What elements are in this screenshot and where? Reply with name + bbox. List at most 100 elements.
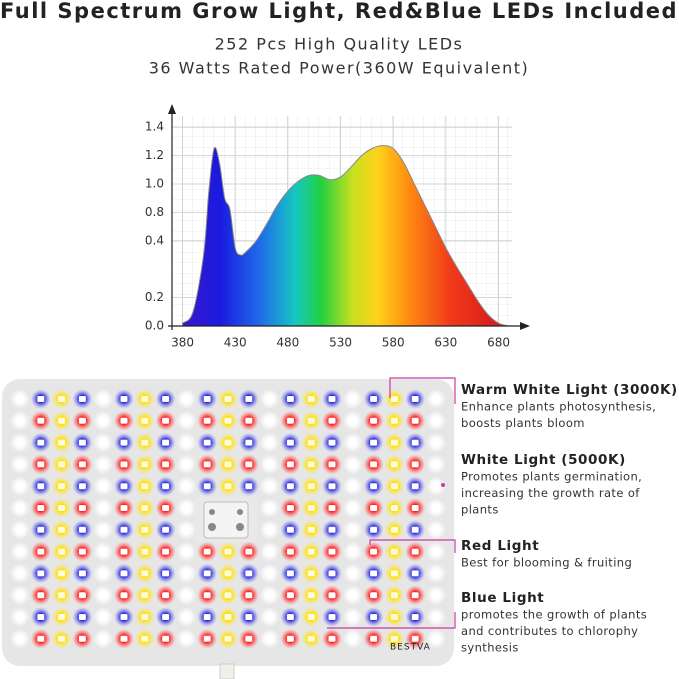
led [99, 635, 107, 642]
led [99, 570, 107, 577]
led [390, 548, 398, 555]
led [390, 570, 398, 577]
led [203, 592, 211, 599]
led [411, 526, 419, 533]
led [370, 439, 378, 446]
label-description: Promotes plants germination, [461, 470, 642, 484]
led [307, 396, 315, 402]
led [224, 439, 232, 446]
led [16, 505, 24, 511]
led [286, 505, 294, 511]
led [432, 505, 440, 511]
led [224, 614, 232, 620]
led [432, 526, 440, 533]
led [390, 461, 398, 468]
led [16, 461, 24, 468]
led [182, 483, 190, 490]
led [349, 396, 357, 402]
led [37, 635, 45, 642]
led [307, 505, 315, 511]
led [120, 483, 128, 490]
led [390, 614, 398, 620]
led [349, 548, 357, 555]
led [224, 570, 232, 577]
led [120, 417, 128, 424]
led [78, 635, 86, 642]
led [182, 526, 190, 533]
led [37, 548, 45, 555]
led [37, 526, 45, 533]
led [78, 483, 86, 490]
led [266, 548, 274, 555]
led [182, 396, 190, 402]
y-tick-label: 1.0 [145, 177, 164, 191]
led [266, 526, 274, 533]
led [328, 526, 336, 533]
x-tick-label: 380 [171, 336, 194, 350]
led [120, 548, 128, 555]
y-tick-label: 0.4 [145, 233, 164, 247]
led [328, 505, 336, 511]
led [307, 570, 315, 577]
led [203, 417, 211, 424]
led [432, 439, 440, 446]
led [78, 592, 86, 599]
led [411, 439, 419, 446]
led [411, 614, 419, 620]
led [266, 417, 274, 424]
led [432, 396, 440, 402]
led [182, 570, 190, 577]
spectrum-area [182, 145, 510, 327]
label-title: Red Light [461, 538, 539, 554]
led [16, 614, 24, 620]
led [224, 461, 232, 468]
led [370, 505, 378, 511]
led [141, 526, 149, 533]
led [16, 396, 24, 402]
led [390, 483, 398, 490]
led [99, 417, 107, 424]
led [162, 635, 170, 642]
led [266, 635, 274, 642]
led [370, 483, 378, 490]
led [78, 548, 86, 555]
led [432, 570, 440, 577]
led [286, 548, 294, 555]
y-tick-label: 0.8 [145, 205, 164, 219]
led [203, 439, 211, 446]
led [37, 505, 45, 511]
led [99, 614, 107, 620]
led [120, 526, 128, 533]
subtitle: 36 Watts Rated Power(360W Equivalent) [149, 59, 530, 78]
led [349, 505, 357, 511]
led [307, 614, 315, 620]
led [16, 570, 24, 577]
led [370, 635, 378, 642]
led [266, 505, 274, 511]
label-description: promotes the growth of plants [461, 608, 647, 622]
led [37, 417, 45, 424]
y-arrow [168, 104, 176, 114]
led [99, 483, 107, 490]
led [349, 635, 357, 642]
mount [203, 501, 249, 539]
led [224, 548, 232, 555]
led [58, 526, 66, 533]
led [328, 548, 336, 555]
led [411, 635, 419, 642]
led [37, 483, 45, 490]
led [266, 439, 274, 446]
label-title: Blue Light [461, 590, 544, 606]
led-array [10, 389, 446, 649]
led [120, 614, 128, 620]
led [245, 439, 253, 446]
led [99, 439, 107, 446]
led [99, 526, 107, 533]
led [370, 614, 378, 620]
led [328, 592, 336, 599]
led [182, 614, 190, 620]
led [224, 483, 232, 490]
led [370, 592, 378, 599]
led [141, 548, 149, 555]
led [120, 635, 128, 642]
